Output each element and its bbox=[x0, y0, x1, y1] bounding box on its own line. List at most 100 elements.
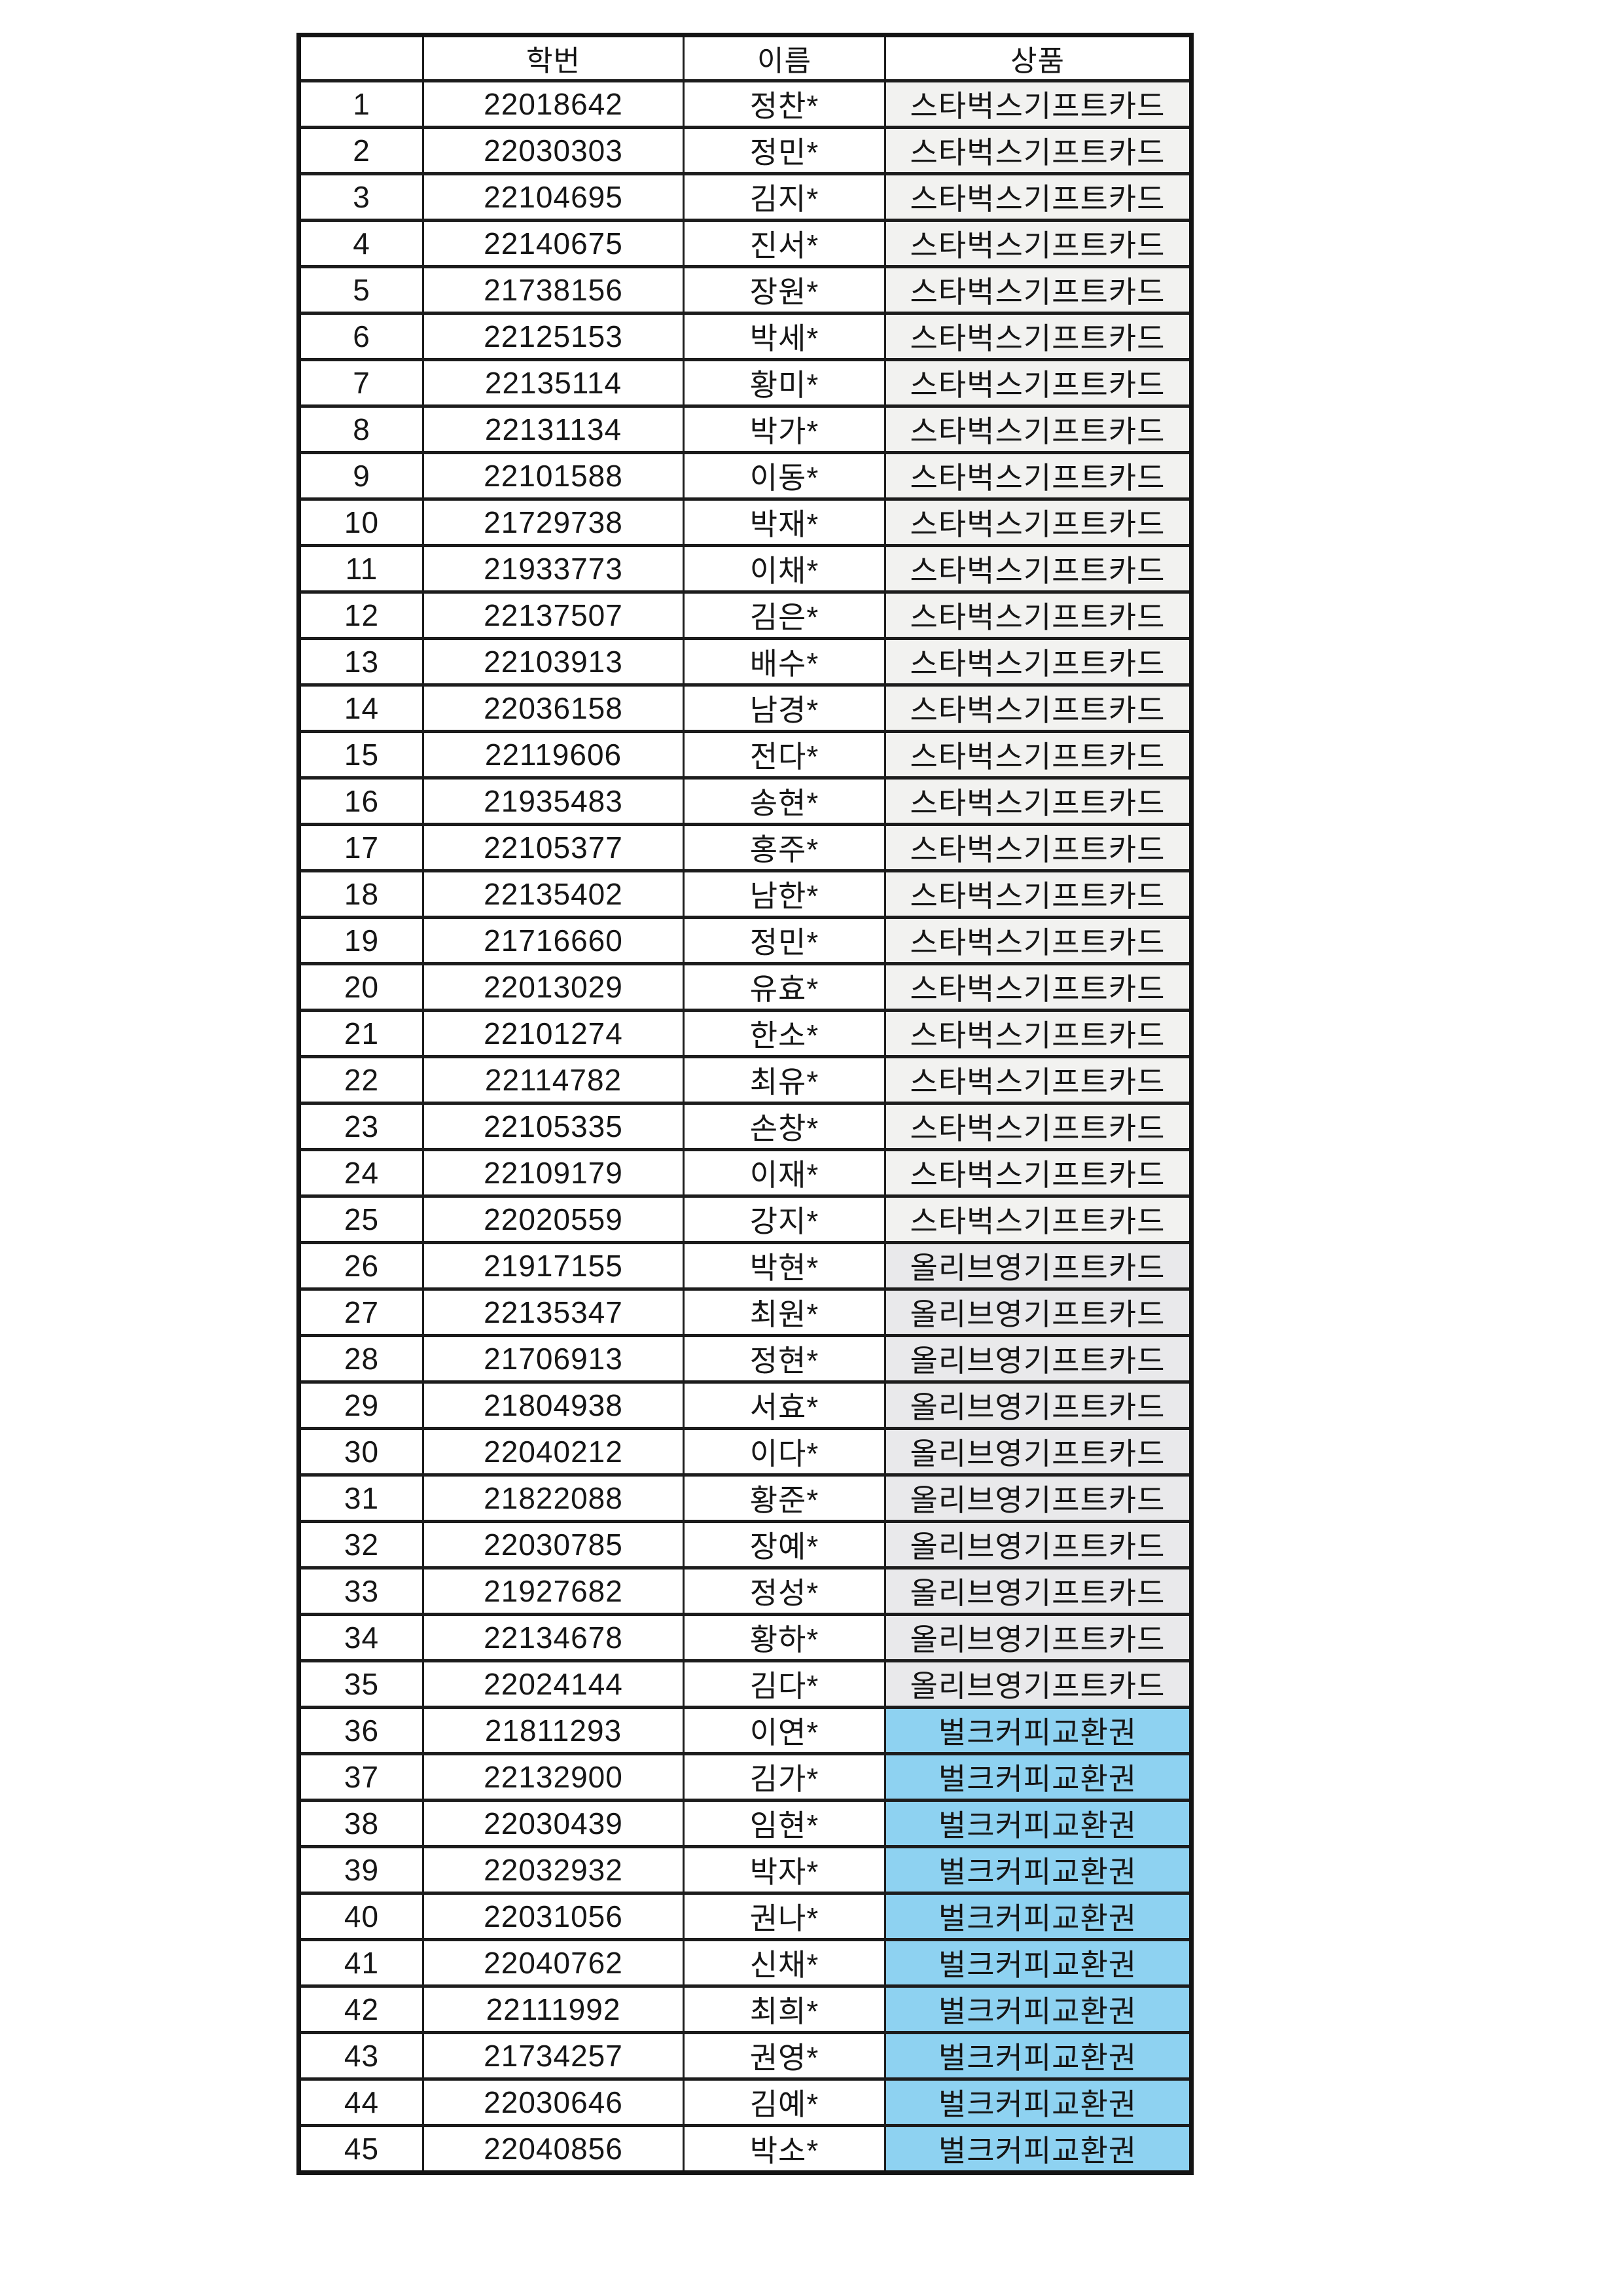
row-number-cell: 12 bbox=[298, 590, 424, 640]
prize-cell: 스타벅스기프트카드 bbox=[884, 358, 1192, 408]
table-row: 24 22109179 이재* 스타벅스기프트카드 bbox=[298, 1148, 1192, 1198]
name-cell: 전다* bbox=[683, 730, 886, 780]
student-id-cell: 22140675 bbox=[422, 219, 685, 268]
row-number-cell: 45 bbox=[298, 2124, 424, 2174]
student-id-cell: 22040762 bbox=[422, 1938, 685, 1988]
name-cell: 김가* bbox=[683, 1752, 886, 1802]
table-row: 36 21811293 이연* 벌크커피교환권 bbox=[298, 1706, 1192, 1755]
prize-winner-table: 학번 이름 상품 1 22018642 정찬* 스타벅스기프트카드 2 22030303 정… bbox=[296, 33, 1194, 2175]
student-id-cell: 21822088 bbox=[422, 1473, 685, 1523]
student-id-cell: 22104695 bbox=[422, 172, 685, 222]
row-number-cell: 8 bbox=[298, 404, 424, 454]
prize-cell: 스타벅스기프트카드 bbox=[884, 869, 1192, 919]
student-id-cell: 22137507 bbox=[422, 590, 685, 640]
name-cell: 박세* bbox=[683, 312, 886, 361]
row-number-cell: 11 bbox=[298, 544, 424, 594]
table-row: 5 21738156 장원* 스타벅스기프트카드 bbox=[298, 265, 1192, 315]
table-row: 21 22101274 한소* 스타벅스기프트카드 bbox=[298, 1009, 1192, 1058]
row-number-cell: 29 bbox=[298, 1380, 424, 1430]
table-row: 2 22030303 정민* 스타벅스기프트카드 bbox=[298, 126, 1192, 175]
row-number-cell: 30 bbox=[298, 1427, 424, 1477]
row-number-cell: 28 bbox=[298, 1334, 424, 1384]
row-number-cell: 4 bbox=[298, 219, 424, 268]
table-row: 43 21734257 권영* 벌크커피교환권 bbox=[298, 2031, 1192, 2081]
prize-cell: 스타벅스기프트카드 bbox=[884, 172, 1192, 222]
row-number-cell: 13 bbox=[298, 637, 424, 687]
name-cell: 김예* bbox=[683, 2077, 886, 2127]
student-id-cell: 22013029 bbox=[422, 962, 685, 1012]
table-row: 7 22135114 황미* 스타벅스기프트카드 bbox=[298, 358, 1192, 408]
student-id-cell: 21738156 bbox=[422, 265, 685, 315]
name-cell: 김지* bbox=[683, 172, 886, 222]
prize-cell: 스타벅스기프트카드 bbox=[884, 404, 1192, 454]
student-id-cell: 21935483 bbox=[422, 776, 685, 826]
row-number-cell: 33 bbox=[298, 1566, 424, 1616]
prize-cell: 벌크커피교환권 bbox=[884, 1799, 1192, 1848]
table-row: 41 22040762 신채* 벌크커피교환권 bbox=[298, 1938, 1192, 1988]
table-row: 30 22040212 이다* 올리브영기프트카드 bbox=[298, 1427, 1192, 1477]
student-id-cell: 22119606 bbox=[422, 730, 685, 780]
prize-cell: 스타벅스기프트카드 bbox=[884, 1194, 1192, 1244]
prize-cell: 스타벅스기프트카드 bbox=[884, 916, 1192, 965]
table-row: 38 22030439 임현* 벌크커피교환권 bbox=[298, 1799, 1192, 1848]
row-number-cell: 44 bbox=[298, 2077, 424, 2127]
student-id-cell: 22031056 bbox=[422, 1892, 685, 1941]
prize-cell: 스타벅스기프트카드 bbox=[884, 497, 1192, 547]
table-row: 6 22125153 박세* 스타벅스기프트카드 bbox=[298, 312, 1192, 361]
table-row: 17 22105377 홍주* 스타벅스기프트카드 bbox=[298, 823, 1192, 872]
name-cell: 정민* bbox=[683, 126, 886, 175]
student-id-cell: 22135347 bbox=[422, 1287, 685, 1337]
prize-cell: 스타벅스기프트카드 bbox=[884, 219, 1192, 268]
name-cell: 한소* bbox=[683, 1009, 886, 1058]
table-row: 9 22101588 이동* 스타벅스기프트카드 bbox=[298, 451, 1192, 501]
table-row: 35 22024144 김다* 올리브영기프트카드 bbox=[298, 1659, 1192, 1709]
prize-cell: 스타벅스기프트카드 bbox=[884, 126, 1192, 175]
name-cell: 이동* bbox=[683, 451, 886, 501]
row-number-cell: 6 bbox=[298, 312, 424, 361]
name-cell: 장원* bbox=[683, 265, 886, 315]
student-id-cell: 21716660 bbox=[422, 916, 685, 965]
student-id-cell: 22103913 bbox=[422, 637, 685, 687]
row-number-cell: 26 bbox=[298, 1241, 424, 1291]
row-number-cell: 36 bbox=[298, 1706, 424, 1755]
table-row: 40 22031056 권나* 벌크커피교환권 bbox=[298, 1892, 1192, 1941]
name-cell: 권나* bbox=[683, 1892, 886, 1941]
prize-cell: 스타벅스기프트카드 bbox=[884, 962, 1192, 1012]
name-cell: 이연* bbox=[683, 1706, 886, 1755]
prize-cell: 올리브영기프트카드 bbox=[884, 1287, 1192, 1337]
row-number-cell: 23 bbox=[298, 1102, 424, 1151]
prize-cell: 스타벅스기프트카드 bbox=[884, 544, 1192, 594]
name-cell: 황준* bbox=[683, 1473, 886, 1523]
student-id-cell: 22036158 bbox=[422, 683, 685, 733]
name-cell: 김은* bbox=[683, 590, 886, 640]
table-row: 32 22030785 장예* 올리브영기프트카드 bbox=[298, 1520, 1192, 1570]
name-cell: 강지* bbox=[683, 1194, 886, 1244]
row-number-cell: 7 bbox=[298, 358, 424, 408]
student-id-cell: 22134678 bbox=[422, 1613, 685, 1662]
name-cell: 임현* bbox=[683, 1799, 886, 1848]
student-id-cell: 22109179 bbox=[422, 1148, 685, 1198]
row-number-cell: 14 bbox=[298, 683, 424, 733]
student-id-cell: 22131134 bbox=[422, 404, 685, 454]
table-row: 22 22114782 최유* 스타벅스기프트카드 bbox=[298, 1055, 1192, 1105]
table-header: 학번 이름 상품 bbox=[298, 33, 1192, 82]
student-id-cell: 22125153 bbox=[422, 312, 685, 361]
student-id-cell: 21729738 bbox=[422, 497, 685, 547]
table-body: 1 22018642 정찬* 스타벅스기프트카드 2 22030303 정민* 스타벅스기프트… bbox=[298, 79, 1192, 2174]
name-cell: 김다* bbox=[683, 1659, 886, 1709]
prize-cell: 벌크커피교환권 bbox=[884, 2124, 1192, 2174]
prize-cell: 벌크커피교환권 bbox=[884, 1984, 1192, 2034]
student-id-cell: 22135114 bbox=[422, 358, 685, 408]
row-number-cell: 42 bbox=[298, 1984, 424, 2034]
prize-cell: 스타벅스기프트카드 bbox=[884, 683, 1192, 733]
student-id-cell: 22030439 bbox=[422, 1799, 685, 1848]
student-id-cell: 22030785 bbox=[422, 1520, 685, 1570]
table-row: 26 21917155 박현* 올리브영기프트카드 bbox=[298, 1241, 1192, 1291]
table-row: 20 22013029 유효* 스타벅스기프트카드 bbox=[298, 962, 1192, 1012]
prize-cell: 올리브영기프트카드 bbox=[884, 1473, 1192, 1523]
student-id-cell: 22024144 bbox=[422, 1659, 685, 1709]
prize-cell: 스타벅스기프트카드 bbox=[884, 1102, 1192, 1151]
prize-cell: 벌크커피교환권 bbox=[884, 1845, 1192, 1895]
row-number-cell: 17 bbox=[298, 823, 424, 872]
prize-cell: 스타벅스기프트카드 bbox=[884, 637, 1192, 687]
